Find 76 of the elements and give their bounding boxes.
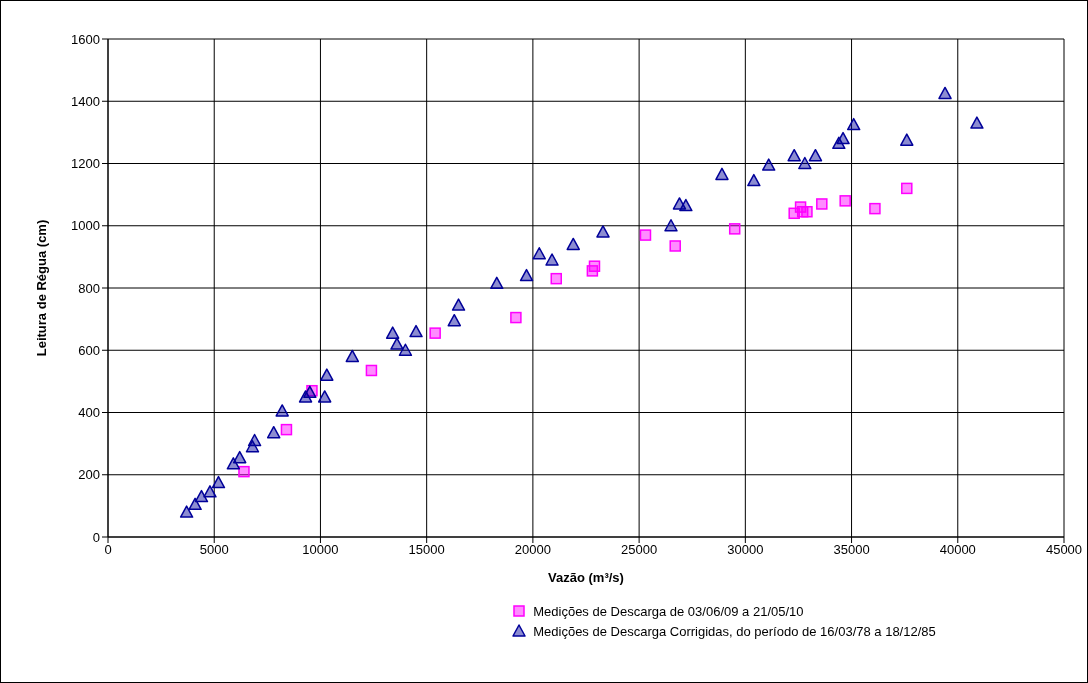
point xyxy=(836,131,850,145)
point xyxy=(566,237,580,251)
y-tick-label: 1200 xyxy=(71,156,100,172)
point xyxy=(317,390,332,403)
point xyxy=(970,116,984,129)
point xyxy=(390,337,404,350)
y-axis-title: Leitura de Régua (cm) xyxy=(33,219,49,357)
point xyxy=(801,205,813,218)
point xyxy=(728,223,741,235)
point xyxy=(266,425,281,439)
y-tick-label: 600 xyxy=(78,342,100,358)
point xyxy=(679,198,693,212)
x-tick-label: 10000 xyxy=(302,542,339,558)
point xyxy=(429,327,441,339)
legend-label: Medições de Descarga Corrigidas, do período de 16/03/78 a 18/12/85 xyxy=(533,623,936,639)
x-tick-label: 5000 xyxy=(199,542,229,558)
point xyxy=(451,298,466,311)
point xyxy=(188,497,202,511)
y-tick-label: 1600 xyxy=(71,31,100,47)
x-tick-label: 15000 xyxy=(408,542,445,558)
point xyxy=(545,253,559,266)
point xyxy=(203,485,217,498)
point xyxy=(869,202,881,215)
x-tick-label: 20000 xyxy=(514,542,551,558)
point xyxy=(715,167,729,181)
point xyxy=(275,404,289,417)
point xyxy=(639,229,652,241)
point xyxy=(345,349,360,363)
point xyxy=(519,268,534,282)
x-tick-label: 0 xyxy=(104,542,112,558)
x-tick-label: 45000 xyxy=(1045,542,1083,558)
point xyxy=(761,158,776,171)
y-tick-label: 1400 xyxy=(71,93,100,109)
point xyxy=(179,505,194,518)
point xyxy=(839,195,851,207)
point xyxy=(232,450,247,464)
point xyxy=(588,260,601,272)
point xyxy=(747,173,761,187)
point xyxy=(596,225,610,238)
point xyxy=(447,313,462,327)
point xyxy=(409,324,423,338)
point xyxy=(664,219,678,232)
x-tick-label: 30000 xyxy=(727,542,764,558)
point xyxy=(247,433,262,447)
point xyxy=(365,364,378,377)
y-tick-label: 800 xyxy=(78,280,100,296)
y-tick-label: 400 xyxy=(78,405,100,421)
point xyxy=(398,343,413,356)
point xyxy=(787,148,801,162)
point xyxy=(798,156,812,170)
point xyxy=(901,182,913,195)
point xyxy=(194,489,209,503)
x-tick-label: 40000 xyxy=(939,542,976,558)
point xyxy=(320,368,334,381)
point xyxy=(900,133,914,146)
point xyxy=(280,423,293,436)
point xyxy=(550,272,563,285)
point xyxy=(938,86,952,100)
point xyxy=(510,311,522,324)
point xyxy=(211,475,226,489)
x-tick-label: 25000 xyxy=(621,542,658,558)
y-tick-label: 200 xyxy=(78,467,100,483)
x-axis-title: Vazão (m³/s) xyxy=(548,570,624,585)
point xyxy=(490,276,504,290)
legend-label: Medições de Descarga de 03/06/09 a 21/05/10 xyxy=(533,603,804,619)
y-tick-label: 1000 xyxy=(71,218,100,234)
point xyxy=(385,326,400,339)
point xyxy=(816,198,828,210)
point xyxy=(532,247,547,260)
point xyxy=(238,465,250,478)
point xyxy=(669,240,681,252)
point xyxy=(808,148,823,162)
point xyxy=(226,457,241,470)
y-tick-label: 0 xyxy=(92,529,100,545)
x-tick-label: 35000 xyxy=(833,542,870,558)
point xyxy=(846,117,861,131)
